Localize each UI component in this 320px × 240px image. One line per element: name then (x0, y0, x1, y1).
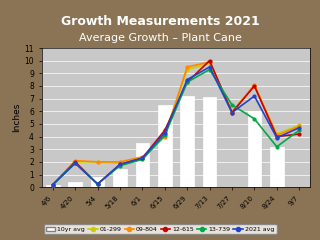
Bar (136, 143, 149, 187)
Bar (203, 97, 216, 187)
Bar (270, 147, 284, 187)
Bar (46, 185, 60, 187)
Bar (91, 177, 104, 187)
Bar (158, 105, 172, 187)
Bar (180, 96, 194, 187)
Text: Average Growth – Plant Cane: Average Growth – Plant Cane (79, 33, 241, 43)
Legend: 10yr avg, 01-299, 09-804, 12-615, 13-739, 2021 avg: 10yr avg, 01-299, 09-804, 12-615, 13-739… (44, 224, 276, 234)
Y-axis label: Inches: Inches (12, 103, 21, 132)
Bar (248, 111, 261, 187)
Text: Growth Measurements 2021: Growth Measurements 2021 (60, 15, 260, 28)
Bar (68, 182, 82, 187)
Bar (113, 169, 127, 187)
